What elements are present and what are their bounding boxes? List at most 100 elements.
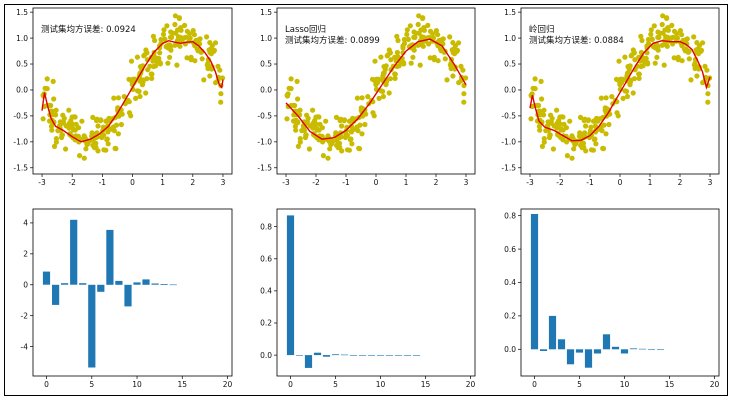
scatter-point [172,42,178,48]
scatter-point [162,36,168,43]
y-tick-label: -1.5 [501,163,516,172]
bar [160,284,168,285]
scatter-point [295,143,301,149]
scatter-point [172,13,178,19]
scatter-point [315,114,321,120]
scatter-point [655,34,661,40]
scatter-point [104,136,110,142]
x-tick-label: 5 [577,380,582,389]
scatter-point [420,43,426,49]
scatter-point [705,91,711,97]
scatter-point [559,114,565,120]
scatter-point [665,25,671,31]
scatter-point [81,155,87,161]
x-tick-label: 10 [620,380,630,389]
scatter-point [143,47,149,53]
scatter-point [670,34,676,40]
scatter-point [417,62,423,68]
scatter-point [435,32,441,38]
y-tick-label: -1.0 [13,138,28,147]
scatter-point [339,123,345,129]
scatter-point [630,47,636,53]
scatter-point [593,141,599,147]
scatter-point [188,57,194,63]
scatter-point [655,29,661,35]
scatter-point [461,99,467,105]
y-tick-label: 0.2 [260,319,272,328]
scatter-point [648,27,654,33]
y-tick-label: 0.0 [260,86,272,95]
scatter-point [677,28,684,34]
bar [629,348,638,350]
x-tick-label: 0 [44,380,49,389]
bar [403,355,412,356]
scatter-point [149,71,155,77]
scatter-point [306,146,312,152]
scatter-point [327,146,333,152]
bar [322,355,331,357]
scatter-point [99,134,105,141]
scatter-point [149,75,155,81]
scatter-point [53,107,59,113]
y-tick-label: 1.0 [260,34,272,43]
bar [394,355,403,356]
scatter-point [416,13,422,19]
scatter-point [588,124,594,130]
bar [376,355,385,356]
scatter-point [288,86,294,92]
scatter-point [631,76,638,82]
bar [79,283,87,285]
scatter-point [370,110,376,116]
scatter-point [569,155,575,161]
y-tick-label: 0.6 [260,254,272,263]
y-tick-label: -4 [21,342,29,351]
bar [52,284,60,305]
scatter-point [292,123,298,129]
scatter-point [157,50,163,56]
scatter-point [376,95,382,101]
scatter-point [684,36,690,42]
scatter-point [157,45,163,51]
bar [358,355,367,356]
scatter-point [365,94,371,100]
scatter-point [451,46,457,52]
scatter-point [671,55,677,61]
scatter-point [664,15,670,21]
scatter-point [394,33,400,40]
scatter-point [705,99,711,105]
y-tick-label: 4 [23,219,28,228]
chart-panel-5: 0 5 10 15 20 0.0 0.2 0.4 0.6 0.8 [260,208,475,389]
scatter-point [694,73,700,79]
x-tick-label: 15 [665,380,675,389]
scatter-point [571,146,577,152]
scatter-point [182,22,188,28]
annotation-text: 测试集均方误差: 0.0899 [285,35,380,46]
y-tick-label: 0.8 [504,211,516,220]
x-tick-label: -1 [586,178,594,187]
scatter-point [407,23,413,29]
scatter-point [115,95,122,101]
scatter-point [208,51,214,57]
y-tick-label: -1.0 [501,138,516,147]
scatter-point [426,41,432,47]
bar [151,283,159,285]
x-tick-label: 0 [130,178,135,187]
scatter-point [66,107,72,113]
scatter-point [177,43,183,49]
scatter-point [151,53,157,60]
bar [42,271,51,285]
scatter-point [528,116,534,122]
scatter-point [44,86,50,92]
scatter-point [60,119,66,125]
scatter-point [415,21,421,28]
scatter-point [540,112,547,118]
y-tick-label: -1.5 [257,163,272,172]
scatter-point [129,78,135,84]
bar [611,346,620,350]
scatter-point [186,31,193,37]
y-tick-label: 0.2 [504,312,516,321]
scatter-point [392,75,398,81]
scatter-point [199,56,205,62]
scatter-point [212,40,219,46]
bar [286,215,295,356]
